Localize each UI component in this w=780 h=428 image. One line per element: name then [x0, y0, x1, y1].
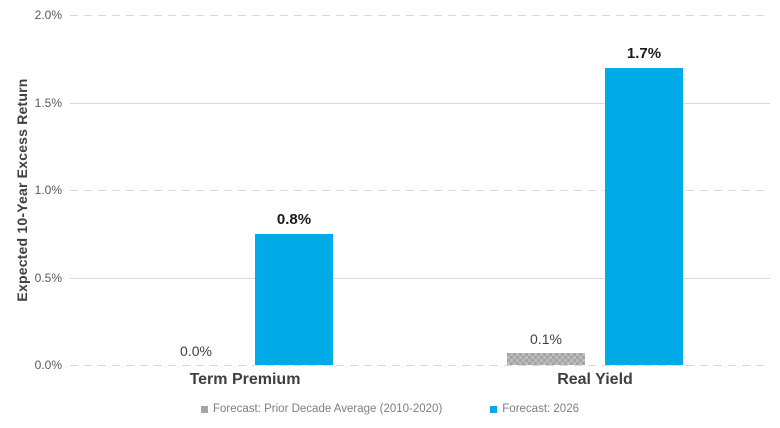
data-label-2026-term-premium: 0.8% [276, 210, 312, 228]
legend-swatch-gray-icon [201, 406, 208, 413]
legend: Forecast: Prior Decade Average (2010-202… [0, 403, 780, 415]
x-category-term-premium: Term Premium [189, 371, 301, 388]
y-tick-label: 1.5% [34, 95, 62, 110]
bar-2026-real-yield [605, 67, 683, 365]
bar-slot: 0.8% [255, 15, 333, 365]
y-tick-label: 1.0% [34, 183, 62, 197]
legend-swatch-blue-icon [490, 406, 498, 413]
bar-group-term-premium: 0.0% 0.8% [70, 15, 420, 365]
legend-label-2026: Forecast: 2026 [502, 403, 579, 415]
x-category-real-yield: Real Yield [557, 371, 633, 388]
gridline [70, 15, 770, 16]
y-tick-label: 2.0% [34, 8, 62, 22]
bar-slot: 0.0% [157, 15, 235, 365]
y-tick-label: 0.0% [34, 358, 62, 372]
x-axis-labels: Term Premium Real Yield [70, 371, 770, 389]
gridline [70, 190, 770, 191]
y-tick-label: 0.5% [34, 270, 62, 285]
x-axis-baseline [70, 365, 770, 366]
gridline [70, 102, 770, 104]
gridline [70, 277, 770, 279]
data-label-prior-decade-real-yield: 0.1% [530, 330, 562, 347]
bar-slot: 1.7% [605, 15, 683, 365]
bar-2026-term-premium [255, 233, 333, 365]
y-axis-ticks: 2.0% 1.5% 1.0% 0.5% 0.0% [18, 8, 62, 372]
bar-slot: 0.1% [507, 15, 585, 365]
data-label-prior-decade-term-premium: 0.0% [180, 343, 212, 359]
legend-label-prior-decade: Forecast: Prior Decade Average (2010-202… [213, 403, 443, 415]
legend-item-2026: Forecast: 2026 [490, 403, 579, 415]
plot-area: 0.0% 0.8% 0.1% 1.7% [70, 15, 770, 366]
bar-prior-decade-real-yield [507, 352, 585, 365]
bar-group-real-yield: 0.1% 1.7% [420, 15, 770, 365]
data-label-2026-real-yield: 1.7% [626, 44, 662, 62]
legend-item-prior-decade: Forecast: Prior Decade Average (2010-202… [201, 403, 442, 415]
